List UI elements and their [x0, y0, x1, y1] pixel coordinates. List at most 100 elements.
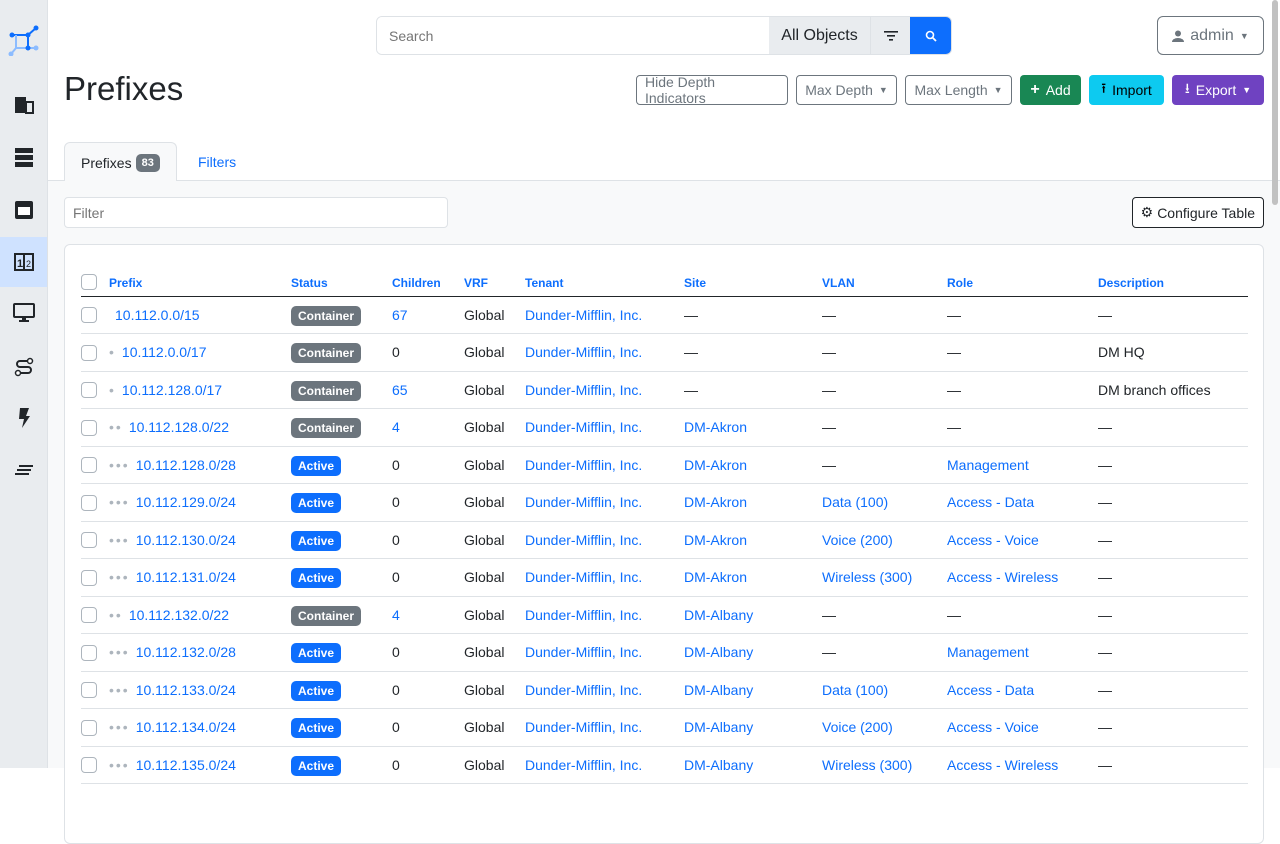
row-checkbox[interactable] — [81, 344, 97, 361]
row-checkbox[interactable] — [81, 757, 97, 774]
tab-prefixes[interactable]: Prefixes 83 — [64, 142, 177, 182]
role-link[interactable]: Access - Wireless — [947, 569, 1059, 586]
tenant-link[interactable]: Dunder-Mifflin, Inc. — [525, 719, 643, 736]
power-bolt-icon[interactable] — [0, 393, 47, 443]
prefix-link[interactable]: 10.112.133.0/24 — [135, 681, 236, 698]
scrollbar[interactable] — [1272, 0, 1278, 205]
tenant-link[interactable]: Dunder-Mifflin, Inc. — [525, 606, 643, 623]
row-checkbox[interactable] — [81, 494, 97, 511]
site-link[interactable]: DM-Akron — [684, 494, 748, 511]
hide-depth-indicators-button[interactable]: Hide Depth Indicators — [636, 74, 788, 106]
vlan-link[interactable]: Voice (200) — [822, 531, 893, 548]
prefix-link[interactable]: 10.112.132.0/28 — [135, 644, 236, 661]
role-link[interactable]: Management — [947, 456, 1029, 473]
add-button[interactable]: + Add — [1020, 75, 1081, 105]
max-length-dropdown[interactable]: Max Length ▼ — [905, 75, 1012, 105]
prefix-link[interactable]: 10.112.129.0/24 — [135, 494, 236, 511]
monitor-icon[interactable] — [0, 288, 47, 338]
row-checkbox[interactable] — [81, 457, 97, 474]
tenant-link[interactable]: Dunder-Mifflin, Inc. — [525, 681, 643, 698]
site-link[interactable]: DM-Akron — [684, 456, 748, 473]
prefix-link[interactable]: 10.112.135.0/24 — [135, 756, 236, 773]
prefix-link[interactable]: 10.112.134.0/24 — [135, 719, 236, 736]
max-depth-dropdown[interactable]: Max Depth ▼ — [796, 75, 897, 105]
column-header-role[interactable]: Role — [947, 269, 1098, 297]
row-checkbox[interactable] — [81, 607, 97, 624]
vlan-link[interactable]: Wireless (300) — [822, 756, 913, 773]
row-checkbox[interactable] — [81, 682, 97, 699]
children-link[interactable]: 4 — [392, 606, 400, 623]
import-button[interactable]: ⭱ Import — [1089, 75, 1164, 105]
column-header-prefix[interactable]: Prefix — [109, 269, 291, 297]
prefix-link[interactable]: 10.112.128.0/17 — [121, 381, 223, 398]
search-scope-dropdown[interactable]: All Objects — [769, 17, 870, 54]
site-link[interactable]: DM-Akron — [684, 531, 748, 548]
tenant-link[interactable]: Dunder-Mifflin, Inc. — [525, 419, 643, 436]
logo-icon[interactable] — [0, 15, 47, 65]
ethernet-port-icon[interactable] — [0, 185, 47, 235]
tab-filters[interactable]: Filters — [198, 153, 237, 170]
role-link[interactable]: Access - Wireless — [947, 756, 1059, 773]
export-button[interactable]: ⭳ Export ▼ — [1172, 75, 1264, 105]
prefix-link[interactable]: 10.112.0.0/17 — [121, 344, 207, 361]
site-link[interactable]: DM-Akron — [684, 569, 748, 586]
server-rack-icon[interactable] — [0, 133, 47, 183]
row-checkbox[interactable] — [81, 644, 97, 661]
tenant-link[interactable]: Dunder-Mifflin, Inc. — [525, 306, 643, 323]
column-header-vlan[interactable]: VLAN — [822, 269, 947, 297]
column-header-tenant[interactable]: Tenant — [525, 269, 684, 297]
site-link[interactable]: DM-Albany — [684, 681, 754, 698]
prefix-link[interactable]: 10.112.131.0/24 — [135, 569, 236, 586]
select-all-checkbox[interactable] — [81, 273, 97, 290]
row-checkbox[interactable] — [81, 532, 97, 549]
filter-icon[interactable] — [870, 17, 910, 54]
children-link[interactable]: 4 — [392, 419, 400, 436]
filter-input[interactable] — [64, 197, 448, 228]
prefix-link[interactable]: 10.112.128.0/22 — [128, 419, 229, 436]
column-header-children[interactable]: Children — [392, 269, 464, 297]
site-link[interactable]: DM-Albany — [684, 644, 754, 661]
tenant-link[interactable]: Dunder-Mifflin, Inc. — [525, 494, 643, 511]
tenant-link[interactable]: Dunder-Mifflin, Inc. — [525, 531, 643, 548]
role-link[interactable]: Access - Voice — [947, 719, 1039, 736]
vlan-link[interactable]: Data (100) — [822, 494, 889, 511]
column-header-site[interactable]: Site — [684, 269, 822, 297]
role-link[interactable]: Access - Data — [947, 681, 1035, 698]
row-checkbox[interactable] — [81, 569, 97, 586]
column-header-status[interactable]: Status — [291, 269, 392, 297]
tenant-link[interactable]: Dunder-Mifflin, Inc. — [525, 644, 643, 661]
role-link[interactable]: Management — [947, 644, 1029, 661]
building-icon[interactable] — [0, 80, 47, 130]
prefix-link[interactable]: 10.112.0.0/15 — [115, 306, 200, 323]
children-link[interactable]: 65 — [392, 381, 408, 398]
prefix-link[interactable]: 10.112.128.0/28 — [135, 456, 236, 473]
row-checkbox[interactable] — [81, 419, 97, 436]
vlan-link[interactable]: Wireless (300) — [822, 569, 913, 586]
site-link[interactable]: DM-Albany — [684, 719, 754, 736]
row-checkbox[interactable] — [81, 307, 97, 324]
search-button[interactable] — [910, 17, 951, 54]
prefix-link[interactable]: 10.112.132.0/22 — [128, 606, 229, 623]
circuit-path-icon[interactable] — [0, 342, 47, 392]
site-link[interactable]: DM-Albany — [684, 606, 754, 623]
site-link[interactable]: DM-Akron — [684, 419, 748, 436]
configure-table-button[interactable]: ⚙ Configure Table — [1131, 197, 1264, 228]
children-link[interactable]: 67 — [392, 306, 408, 323]
column-header-vrf[interactable]: VRF — [464, 269, 525, 297]
search-input[interactable] — [377, 17, 769, 54]
menu-lines-icon[interactable] — [0, 445, 47, 495]
user-menu-button[interactable]: admin ▼ — [1157, 16, 1264, 55]
role-link[interactable]: Access - Data — [947, 494, 1035, 511]
tenant-link[interactable]: Dunder-Mifflin, Inc. — [525, 381, 643, 398]
prefix-link[interactable]: 10.112.130.0/24 — [135, 531, 236, 548]
tenant-link[interactable]: Dunder-Mifflin, Inc. — [525, 344, 643, 361]
column-header-description[interactable]: Description — [1098, 269, 1248, 297]
vlan-link[interactable]: Voice (200) — [822, 719, 893, 736]
row-checkbox[interactable] — [81, 382, 97, 399]
vlan-link[interactable]: Data (100) — [822, 681, 889, 698]
tenant-link[interactable]: Dunder-Mifflin, Inc. — [525, 456, 643, 473]
tenant-link[interactable]: Dunder-Mifflin, Inc. — [525, 569, 643, 586]
tenant-link[interactable]: Dunder-Mifflin, Inc. — [525, 756, 643, 773]
row-checkbox[interactable] — [81, 719, 97, 736]
site-link[interactable]: DM-Albany — [684, 756, 754, 773]
